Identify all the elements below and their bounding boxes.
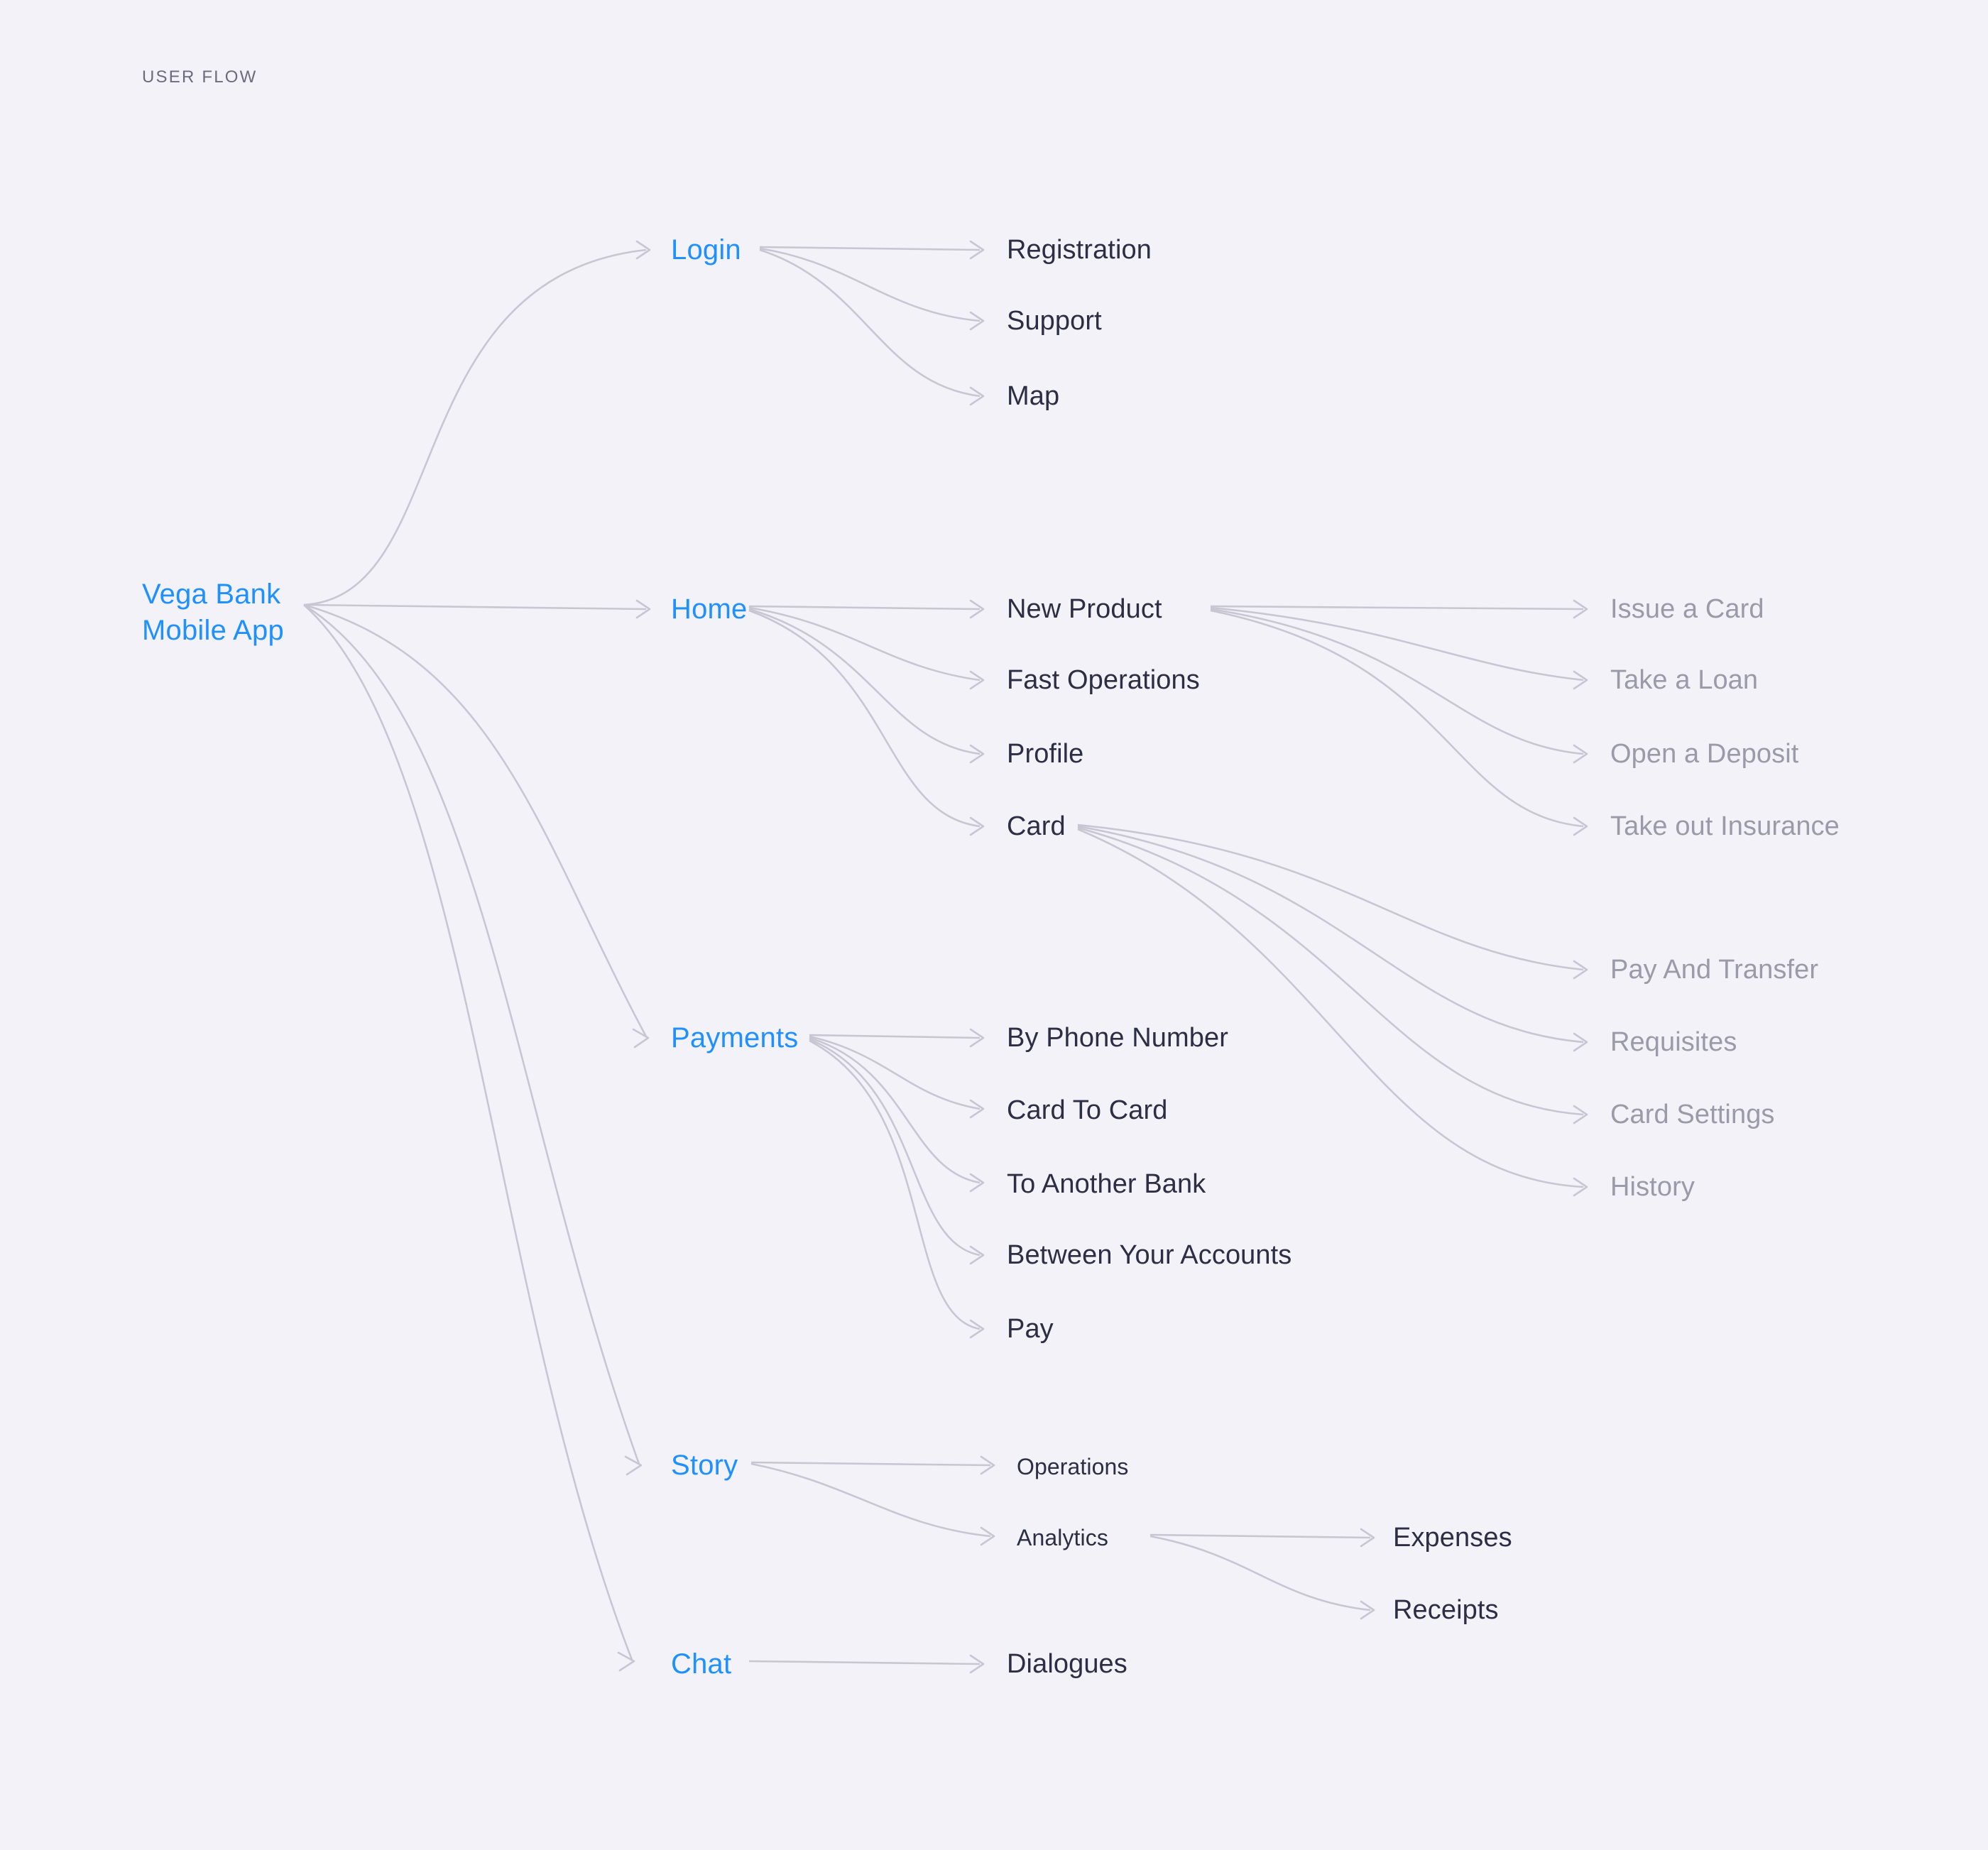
node-card[interactable]: Card: [1007, 811, 1066, 841]
node-story[interactable]: Story: [671, 1450, 738, 1481]
edge-payments-pay: [809, 1039, 981, 1330]
edge-payments-another-bank-arrow: [969, 1173, 985, 1193]
edge-root-login-arrow: [635, 240, 651, 260]
edge-root-story: [303, 603, 640, 1465]
node-card-to-card[interactable]: Card To Card: [1007, 1095, 1168, 1125]
edge-login-registration-arrow: [969, 240, 985, 260]
edge-analytics-expenses-arrow: [1360, 1528, 1375, 1548]
edge-root-login: [303, 248, 647, 606]
node-to-another-bank[interactable]: To Another Bank: [1007, 1169, 1206, 1199]
node-new-product[interactable]: New Product: [1007, 594, 1162, 624]
edge-payments-between-accounts-arrow: [969, 1245, 985, 1265]
node-fast-operations[interactable]: Fast Operations: [1007, 665, 1200, 695]
edge-story-analytics: [750, 1462, 991, 1538]
edge-analytics-expenses: [1149, 1533, 1371, 1539]
node-by-phone-number[interactable]: By Phone Number: [1007, 1023, 1228, 1053]
edge-analytics-receipts-arrow: [1360, 1600, 1375, 1620]
edge-newproduct-open-deposit-arrow: [1573, 744, 1588, 764]
edge-newproduct-open-deposit: [1210, 608, 1584, 755]
edge-chat-dialogues-arrow: [969, 1654, 985, 1674]
node-history[interactable]: History: [1610, 1172, 1695, 1202]
edge-newproduct-take-loan: [1210, 606, 1584, 682]
edge-card-requisites: [1077, 825, 1584, 1044]
node-map[interactable]: Map: [1007, 381, 1060, 411]
node-support[interactable]: Support: [1007, 306, 1102, 336]
edge-home-card: [748, 609, 981, 828]
edge-root-story-arrow: [624, 1455, 643, 1476]
edge-story-operations-arrow: [980, 1455, 995, 1475]
edge-chat-dialogues: [748, 1660, 981, 1665]
node-payments[interactable]: Payments: [671, 1022, 799, 1053]
edge-payments-pay-arrow: [969, 1319, 985, 1339]
edge-login-map-arrow: [969, 386, 985, 406]
edge-payments-by-phone: [809, 1034, 981, 1039]
edge-login-registration: [759, 246, 981, 251]
edge-payments-card-to-card: [809, 1035, 981, 1110]
edge-home-profile: [748, 608, 981, 755]
node-issue-a-card[interactable]: Issue a Card: [1610, 594, 1764, 624]
node-expenses[interactable]: Expenses: [1393, 1523, 1512, 1553]
edge-card-pay-transfer-arrow: [1573, 960, 1588, 980]
node-root[interactable]: Vega Bank Mobile App: [142, 576, 284, 649]
edge-story-operations: [750, 1461, 991, 1467]
node-home[interactable]: Home: [671, 593, 748, 625]
node-pay[interactable]: Pay: [1007, 1314, 1054, 1344]
node-root-line1: Vega Bank: [142, 579, 281, 610]
edge-root-home: [303, 603, 647, 611]
node-chat[interactable]: Chat: [671, 1648, 732, 1680]
edge-login-support: [759, 247, 981, 322]
edge-root-payments: [303, 603, 648, 1037]
node-open-a-deposit[interactable]: Open a Deposit: [1610, 739, 1799, 769]
edge-card-history-arrow: [1573, 1177, 1588, 1197]
node-login[interactable]: Login: [671, 234, 741, 266]
edge-home-fast-operations-arrow: [969, 670, 985, 690]
edge-login-support-arrow: [969, 311, 985, 331]
edge-newproduct-issue-card: [1210, 605, 1584, 611]
edge-payments-by-phone-arrow: [969, 1028, 985, 1048]
edge-payments-card-to-card-arrow: [969, 1099, 985, 1119]
edge-newproduct-issue-card-arrow: [1573, 599, 1588, 619]
edge-home-profile-arrow: [969, 744, 985, 764]
node-pay-and-transfer[interactable]: Pay And Transfer: [1610, 955, 1819, 985]
node-profile[interactable]: Profile: [1007, 739, 1084, 769]
page-title: USER FLOW: [142, 67, 258, 87]
edge-root-home-arrow: [635, 599, 651, 619]
edge-newproduct-take-insurance-arrow: [1573, 816, 1588, 836]
node-registration[interactable]: Registration: [1007, 235, 1152, 265]
node-operations[interactable]: Operations: [1017, 1454, 1129, 1479]
edge-home-fast-operations: [748, 606, 981, 682]
edge-newproduct-take-loan-arrow: [1573, 670, 1588, 690]
edge-analytics-receipts: [1149, 1535, 1371, 1611]
node-card-settings[interactable]: Card Settings: [1610, 1100, 1775, 1129]
edge-story-analytics-arrow: [980, 1526, 995, 1546]
node-receipts[interactable]: Receipts: [1393, 1595, 1499, 1625]
edge-newproduct-take-insurance: [1210, 609, 1584, 828]
node-requisites[interactable]: Requisites: [1610, 1027, 1737, 1057]
edge-card-history: [1077, 828, 1584, 1188]
edge-login-map: [759, 248, 981, 398]
node-between-your-accounts[interactable]: Between Your Accounts: [1007, 1240, 1292, 1270]
edge-home-new-product-arrow: [969, 599, 985, 619]
node-take-out-insurance[interactable]: Take out Insurance: [1610, 811, 1840, 841]
edge-home-new-product: [748, 605, 981, 611]
edge-card-pay-transfer: [1077, 823, 1584, 971]
edge-card-settings: [1077, 826, 1584, 1116]
edge-card-requisites-arrow: [1573, 1032, 1588, 1052]
edge-payments-another-bank: [809, 1036, 981, 1184]
node-dialogues[interactable]: Dialogues: [1007, 1649, 1127, 1679]
edge-root-payments-arrow: [632, 1028, 650, 1049]
edge-home-card-arrow: [969, 816, 985, 836]
node-analytics[interactable]: Analytics: [1017, 1525, 1108, 1550]
edge-root-chat: [303, 604, 633, 1660]
edge-root-chat-arrow: [617, 1651, 635, 1672]
edge-card-settings-arrow: [1573, 1105, 1588, 1124]
node-root-line2: Mobile App: [142, 615, 284, 647]
node-take-a-loan[interactable]: Take a Loan: [1610, 665, 1759, 695]
edge-payments-between-accounts: [809, 1038, 981, 1257]
